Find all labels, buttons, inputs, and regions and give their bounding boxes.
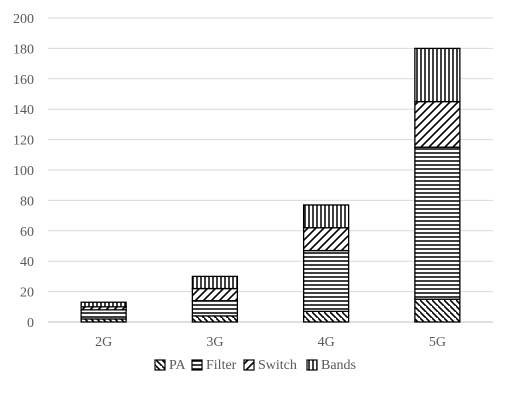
legend-label: Filter (206, 358, 237, 373)
legend-item-pa: PA (154, 358, 187, 373)
y-tick-label: 0 (27, 316, 34, 331)
x-tick-label: 3G (206, 335, 223, 350)
legend: PA Filter Switch Bands (154, 358, 356, 373)
y-tick-label: 40 (20, 255, 34, 270)
y-tick-label: 140 (13, 103, 34, 118)
y-tick-label: 100 (13, 164, 34, 179)
bar-stack-5g (414, 47, 461, 323)
bar-segment-pa (414, 298, 461, 323)
bar-segment-switch (302, 227, 350, 252)
bar-segment-filter (80, 309, 127, 320)
y-tick-label: 20 (20, 286, 34, 301)
bar-segment-switch (414, 100, 461, 148)
legend-item-switch: Switch (243, 358, 297, 373)
bar-segment-filter (302, 249, 350, 313)
bar-segment-pa (302, 310, 350, 323)
bar-segment-filter (414, 146, 461, 300)
bar-segment-bands (414, 47, 461, 103)
bar-segment-bands (80, 301, 127, 308)
bar-segment-switch (191, 287, 239, 302)
bar-stack-4g (302, 204, 350, 323)
legend-label: Switch (258, 358, 297, 373)
y-tick-label: 180 (13, 42, 34, 57)
y-tick-label: 200 (13, 12, 34, 27)
legend-label: Bands (321, 358, 356, 373)
x-axis-tick-labels: 2G 3G 4G 5G (95, 335, 446, 350)
legend-item-bands: Bands (306, 358, 356, 373)
x-tick-label: 4G (318, 335, 335, 350)
bar-segment-pa (191, 315, 239, 323)
y-tick-label: 60 (20, 225, 34, 240)
y-tick-label: 160 (13, 73, 34, 88)
y-tick-label: 80 (20, 194, 34, 209)
legend-item-filter: Filter (191, 358, 237, 373)
legend-swatch (154, 359, 166, 371)
y-axis-tick-labels: 0 20 40 60 80 100 120 140 160 180 200 (13, 12, 34, 331)
x-tick-label: 2G (95, 335, 112, 350)
bar-segment-filter (191, 300, 239, 317)
legend-label: PA (169, 358, 187, 373)
legend-swatch (191, 359, 203, 371)
bar-segment-bands (191, 275, 239, 290)
bar-segment-bands (302, 204, 350, 229)
bar-stack-3g (191, 275, 239, 323)
x-tick-label: 5G (429, 335, 446, 350)
legend-swatch (306, 359, 318, 371)
y-tick-label: 120 (13, 134, 34, 149)
legend-swatch (243, 359, 255, 371)
bar-stack-2g (80, 301, 127, 323)
bars (80, 47, 461, 323)
